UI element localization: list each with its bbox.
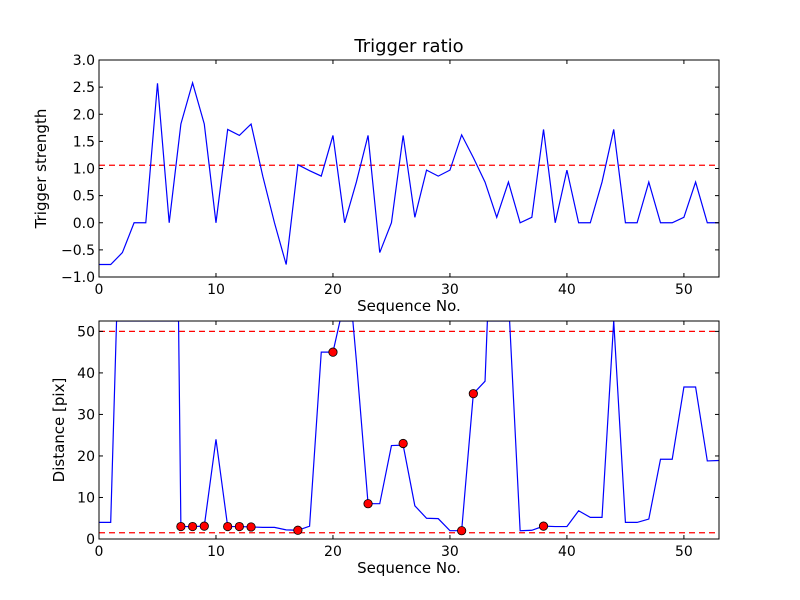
x-tick-label: 0 [95, 544, 104, 560]
data-point-marker [457, 526, 467, 536]
x-axis-label: Sequence No. [357, 559, 461, 577]
axes-frame [98, 320, 720, 540]
x-tick-label: 40 [558, 282, 576, 298]
data-point-marker [538, 521, 549, 531]
x-tick-label: 10 [207, 282, 225, 298]
y-tick-label: 1.5 [73, 134, 95, 150]
y-tick-label: 10 [77, 490, 95, 506]
y-tick-label: 0 [86, 532, 95, 548]
x-axis-label: Sequence No. [357, 297, 461, 315]
data-point-marker [176, 521, 186, 532]
data-point-marker [234, 521, 244, 532]
data-point-marker [187, 521, 198, 532]
series-line [99, 321, 719, 532]
plot-area [99, 321, 719, 534]
data-point-marker [199, 521, 209, 531]
data-point-marker [328, 347, 338, 357]
y-axis-label: Distance [pix] [50, 378, 68, 483]
y-tick-label: −0.5 [61, 243, 95, 259]
y-tick-label: 3.0 [73, 53, 95, 69]
x-tick-label: 50 [675, 544, 693, 560]
x-tick-label: 40 [558, 544, 576, 560]
y-tick-label: 30 [77, 407, 95, 423]
y-tick-label: 1.0 [73, 162, 95, 178]
y-tick-label: 0.5 [73, 189, 95, 205]
plot-area [99, 80, 719, 266]
y-axis-label: Trigger strength [32, 109, 50, 230]
axes-frame [98, 59, 720, 278]
data-point-marker [468, 389, 478, 399]
y-tick-label: 40 [77, 366, 95, 382]
y-tick-label: 2.5 [73, 80, 95, 96]
trigger-ratio-panel: 0 10 20 30 40 50 −1.0 −0.5 0.0 0.5 1.0 1.5 2.0 2.5 3.0… [32, 36, 720, 315]
x-tick-label: 20 [324, 544, 342, 560]
data-point-marker [363, 499, 373, 509]
y-tick-label: 0.0 [73, 216, 95, 232]
y-tick-label: −1.0 [61, 270, 95, 286]
distance-panel: 0 10 20 30 40 50 0 10 20 30 40 50 Sequence No. Distan… [50, 320, 720, 577]
data-point-marker [293, 525, 303, 535]
chart-title: Trigger ratio [353, 36, 463, 57]
x-tick-label: 10 [207, 544, 225, 560]
data-point-marker [223, 521, 233, 532]
data-point-marker [246, 522, 256, 532]
x-tick-label: 20 [324, 282, 342, 298]
y-tick-label: 50 [77, 324, 95, 340]
x-tick-label: 30 [441, 544, 459, 560]
series-line [99, 80, 719, 266]
x-tick-label: 30 [441, 282, 459, 298]
y-tick-label: 20 [77, 449, 95, 465]
x-tick-label: 50 [675, 282, 693, 298]
y-tick-label: 2.0 [73, 107, 95, 123]
x-tick-label: 0 [95, 282, 104, 298]
data-point-marker [398, 438, 408, 449]
